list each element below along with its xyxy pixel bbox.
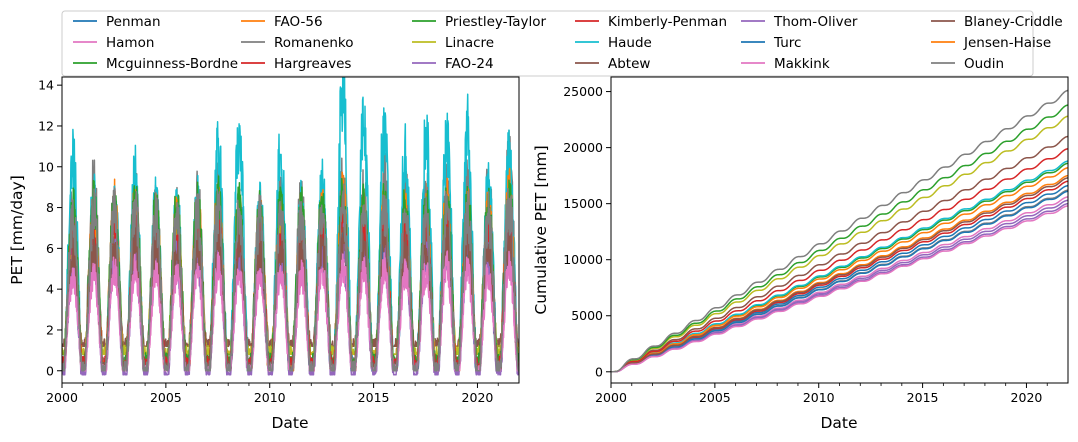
cumulative-series-line (611, 147, 1068, 373)
legend-label: Oudin (964, 56, 1004, 72)
cumulative-pet-y-tick-label: 15000 (563, 196, 603, 211)
daily-pet-x-tick-label: 2000 (46, 390, 78, 405)
legend-label: Thom-Oliver (773, 14, 858, 30)
legend-label: Blaney-Criddle (964, 14, 1063, 30)
daily-pet-x-tick-label: 2010 (254, 390, 286, 405)
daily-pet-y-tick-label: 4 (46, 282, 54, 297)
daily-pet-x-tick-label: 2015 (358, 390, 390, 405)
legend-label: Turc (773, 35, 801, 51)
daily-pet-y-tick-label: 0 (46, 363, 54, 378)
daily-pet-x-tick-label: 2005 (150, 390, 182, 405)
legend-label: Hargreaves (274, 56, 351, 72)
cumulative-pet-y-tick-label: 10000 (563, 252, 603, 267)
cumulative-series-line (611, 89, 1068, 373)
daily-pet-y-tick-label: 10 (38, 159, 54, 174)
cumulative-series-line (611, 177, 1068, 373)
cumulative-pet-x-tick-label: 2010 (803, 390, 835, 405)
daily-pet-x-tick-label: 2020 (462, 390, 494, 405)
legend-label: Priestley-Taylor (445, 14, 547, 30)
legend-label: Romanenko (274, 35, 353, 51)
cumulative-series-line (611, 190, 1068, 373)
cumulative-pet-y-tick-label: 0 (595, 364, 603, 379)
legend-label: Abtew (608, 56, 650, 72)
legend: Penman FAO-56 Priestley-Taylor Kimberly-Pen… (61, 10, 1063, 77)
cumulative-pet-y-tick-label: 25000 (563, 84, 603, 99)
cumulative-pet-y-tick-label: 20000 (563, 140, 603, 155)
legend-label: Kimberly-Penman (608, 14, 727, 30)
daily-pet-y-tick-label: 8 (46, 200, 54, 215)
cumulative-pet-x-axis-title: Date (820, 414, 857, 432)
legend-label: Linacre (445, 35, 494, 51)
cumulative-series-line (611, 160, 1068, 373)
cumulative-pet-x-tick-label: 2015 (907, 390, 939, 405)
cumulative-series-line (611, 104, 1068, 373)
daily-pet-y-tick-label: 14 (38, 78, 54, 93)
legend-label: Haude (608, 35, 652, 51)
daily-pet-x-axis-title: Date (271, 414, 308, 432)
daily-pet-y-axis-title: PET [mm/day] (8, 175, 26, 285)
legend-label: Mcguinness-Bordne (106, 56, 238, 72)
cumulative-pet-y-axis-title: Cumulative PET [mm] (532, 145, 550, 314)
cumulative-series-line (611, 167, 1068, 373)
legend-label: FAO-56 (274, 14, 323, 30)
cumulative-pet-x-tick-label: 2005 (699, 390, 731, 405)
legend-frame (61, 10, 1034, 77)
cumulative-pet-panel: 2000 2005 2010 2015 2020 0 5000 10000 15000 20000… (532, 76, 1069, 432)
legend-label: Penman (106, 14, 161, 30)
legend-label: Makkink (774, 56, 830, 72)
cumulative-series-line (611, 115, 1068, 373)
daily-pet-y-tick-label: 12 (38, 118, 54, 133)
cumulative-series-line (611, 205, 1068, 373)
cumulative-series-line (611, 135, 1068, 373)
legend-label: Jensen-Haise (963, 35, 1051, 51)
cumulative-pet-x-tick-label: 2020 (1011, 390, 1043, 405)
cumulative-pet-y-tick-label: 5000 (571, 308, 603, 323)
daily-pet-panel: 2000 2005 2010 2015 2020 0 2 4 6 8 10 12 14 Date PET… (8, 76, 520, 432)
daily-pet-y-tick-label: 6 (46, 241, 54, 256)
cumulative-pet-x-tick-label: 2000 (595, 390, 627, 405)
daily-pet-y-tick-label: 2 (46, 322, 54, 337)
legend-label: FAO-24 (445, 56, 494, 72)
daily-series-line (62, 183, 519, 372)
legend-label: Hamon (106, 35, 154, 51)
